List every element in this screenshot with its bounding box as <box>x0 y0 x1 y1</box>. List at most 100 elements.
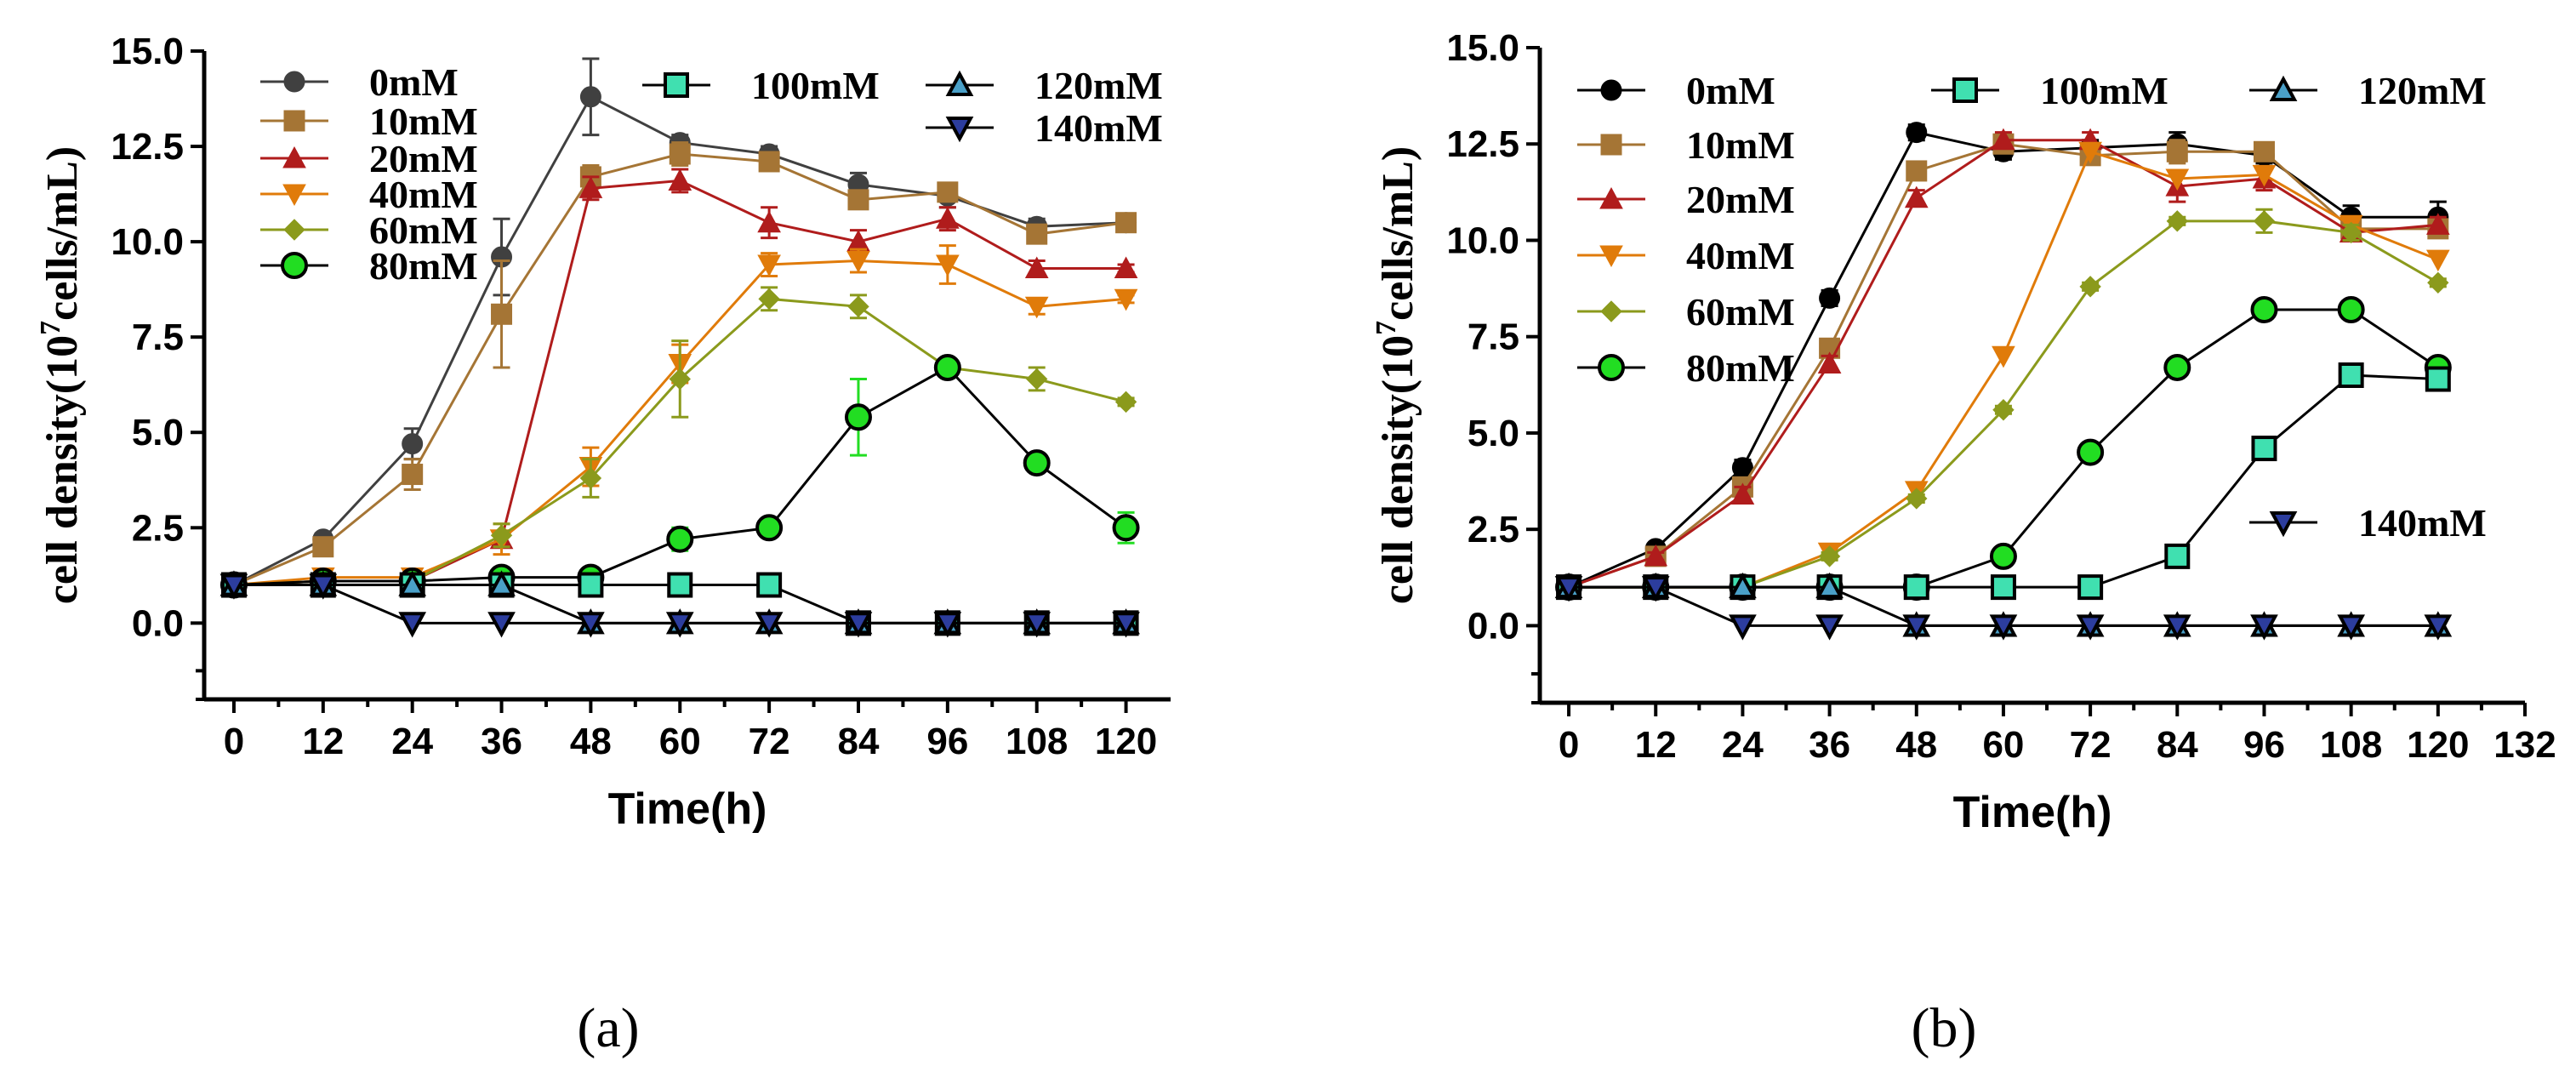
panel-a-legend-marker <box>283 219 305 241</box>
panel-a-legend-label: 140mM <box>1034 106 1163 150</box>
panel-a-legend-label: 40mM <box>369 173 478 216</box>
panel-b-x-axis-title: Time(h) <box>1953 788 2112 837</box>
panel-b-x-tick-label: 72 <box>2070 724 2112 766</box>
panel-b-data-point <box>2250 614 2278 641</box>
panel-a-data-point <box>936 254 960 277</box>
panel-b-data-point <box>2163 353 2191 381</box>
panel-a-legend-item-20mm: 20mM <box>260 137 478 180</box>
panel-a-legend-marker <box>945 70 974 97</box>
panel-a-x-tick-label: 24 <box>391 721 433 762</box>
panel-a-legend-item-0mm: 0mM <box>260 60 459 104</box>
panel-b-x-tick-label: 120 <box>2407 724 2469 766</box>
panel-a-y-axis-title: cell density(107cells/mL) <box>35 146 87 604</box>
panel-a-data-point <box>1114 391 1137 413</box>
panel-a-data-point <box>933 612 962 638</box>
panel-a-data-point <box>755 514 784 542</box>
panel-a-x-tick-label: 60 <box>659 721 701 762</box>
panel-b-legend-item-100mm: 100mM <box>1931 69 2169 112</box>
panel-b-data-point <box>1818 545 1841 567</box>
panel-a-legend-item-10mm: 10mM <box>260 100 478 143</box>
panel-b-legend-marker <box>2269 510 2298 538</box>
panel-b-data-point <box>2251 436 2277 462</box>
panel-b-legend-item-140mm: 140mM <box>2249 501 2487 545</box>
panel-a-data-point <box>1023 612 1051 638</box>
panel-b-data-point <box>1819 287 1841 309</box>
panel-b-legend-label: 80mM <box>1686 346 1795 390</box>
panel-b-data-point <box>2425 366 2451 392</box>
panel-b-x-tick-label: 60 <box>1982 724 2024 766</box>
panel-a-data-point <box>669 143 691 165</box>
panel-b-data-point <box>2165 168 2190 191</box>
panel-a-data-point <box>579 86 601 108</box>
panel-a-data-point <box>847 189 869 211</box>
panel-a-data-point <box>577 612 605 638</box>
panel-b-y-tick-label: 10.0 <box>1446 220 1519 261</box>
panel-a-legend-item-80mm: 80mM <box>260 244 478 288</box>
panel-a-data-point <box>1024 256 1049 279</box>
panel-b-data-point <box>1906 160 1928 182</box>
panel-a-data-point <box>309 573 338 600</box>
panel-a-data-point <box>1114 256 1138 279</box>
panel-b-legend-item-20mm: 20mM <box>1577 178 1795 221</box>
panel-a-legend-item-120mm: 120mM <box>926 64 1163 107</box>
panel-b-y-tick-label: 15.0 <box>1446 27 1519 69</box>
panel-a-data-point <box>219 573 248 600</box>
panel-b-data-point <box>1730 482 1755 505</box>
panel-a-legend-item-140mm: 140mM <box>926 106 1163 150</box>
panel-a-data-point <box>758 151 780 173</box>
panel-a-data-point <box>668 168 692 191</box>
panel-a-legend-item-40mm: 40mM <box>260 173 478 216</box>
panel-b-data-point <box>2166 140 2188 163</box>
panel-b-data-point <box>1989 614 2018 641</box>
panel-a-data-point <box>491 303 513 325</box>
panel-a-data-point <box>1026 223 1048 245</box>
panel-b-legend-label: 0mM <box>1686 69 1775 112</box>
panel-b-y-tick-label: 0.0 <box>1468 605 1519 647</box>
panel-b-legend-marker <box>1600 134 1622 156</box>
chart-b: 0 12 24 36 48 60 72 84 96 108 120 132 0.0 2.5 5.0 7.5 10… <box>1371 27 2556 1059</box>
panel-a-data-point <box>756 572 783 598</box>
panel-b-legend-label: 100mM <box>2040 69 2169 112</box>
panel-a-data-point <box>487 612 516 638</box>
panel-a-data-point <box>312 536 334 558</box>
panel-a-x-tick-label: 0 <box>224 721 244 762</box>
panel-a-legend-marker <box>945 116 974 143</box>
panel-b-data-point <box>2077 574 2104 601</box>
panel-b-x-tick-label: 84 <box>2157 724 2198 766</box>
panel-a-y-tick-label: 12.5 <box>111 126 184 168</box>
panel-a-x-tick-label: 96 <box>926 721 968 762</box>
panel-b-legend-item-120mm: 120mM <box>2249 69 2487 112</box>
panel-a-x-tick-label: 36 <box>481 721 522 762</box>
panel-b-data-point <box>2079 276 2101 298</box>
panel-a-data-point <box>936 207 960 229</box>
panel-b-data-point <box>2166 210 2189 232</box>
panel-b-legend-item-10mm: 10mM <box>1577 123 1795 167</box>
panel-a-series-0mm <box>223 57 1137 596</box>
panel-a-x-tick-label: 72 <box>749 721 790 762</box>
panel-a-data-point <box>847 295 869 318</box>
panel-a-x-tick-label: 12 <box>302 721 344 762</box>
panel-b-y-tick-label: 2.5 <box>1468 509 1519 550</box>
panel-b-legend-marker <box>1598 354 1625 381</box>
panel-a-data-point <box>1024 296 1049 319</box>
panel-b-data-point <box>1644 544 1668 567</box>
panel-a-data-point <box>579 467 602 489</box>
panel-a-x-tick-label: 48 <box>570 721 612 762</box>
panel-a-y-tick-label: 2.5 <box>132 507 184 549</box>
panel-b-data-point <box>2252 164 2277 187</box>
panel-b-panel-label: (b) <box>1912 997 1977 1059</box>
panel-b-data-point <box>2339 221 2362 244</box>
panel-a-x-tick-label: 84 <box>838 721 880 762</box>
panel-a-legend-item-60mm: 60mM <box>260 208 478 252</box>
panel-b-data-point <box>1992 399 2015 421</box>
panel-b-x-tick-label: 36 <box>1809 724 1850 766</box>
panel-a-y-tick-label: 0.0 <box>132 602 184 644</box>
panel-a-data-point <box>578 572 604 598</box>
panel-a-y-tick-label: 10.0 <box>111 221 184 263</box>
panel-a-legend-label: 80mM <box>369 244 478 288</box>
panel-a-data-point <box>667 572 693 598</box>
panel-b-data-point <box>1992 345 2015 368</box>
panel-b-data-point <box>2338 362 2364 388</box>
panel-b-data-point <box>1906 122 1928 144</box>
panel-b-legend-label: 140mM <box>2358 501 2487 545</box>
